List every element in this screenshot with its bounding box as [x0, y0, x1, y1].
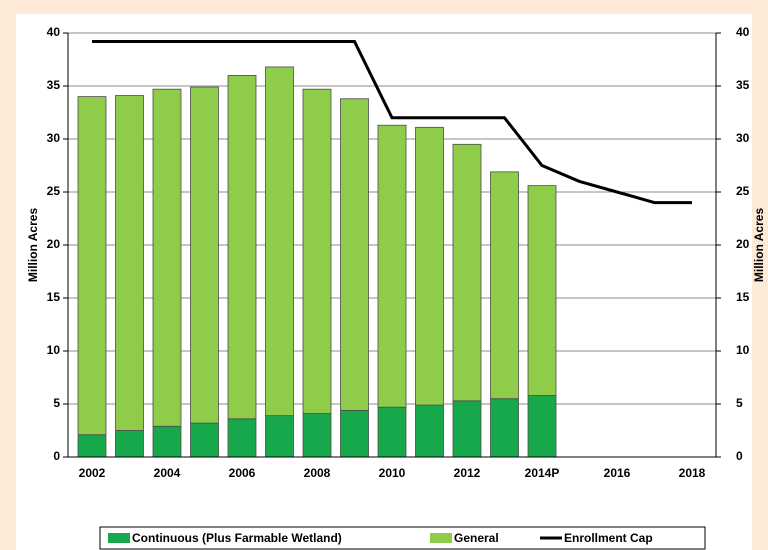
bar [527, 395, 557, 458]
y-tick-label: 10 [47, 343, 61, 357]
legend-box [99, 526, 706, 550]
bar [265, 66, 294, 417]
bar [452, 143, 482, 402]
y-tick-label: 0 [53, 449, 60, 463]
y2-tick-label: 0 [736, 449, 743, 463]
bar [227, 75, 257, 420]
y-tick-label: 25 [47, 184, 61, 198]
bar [302, 88, 332, 414]
y2-tick-label: 35 [736, 78, 750, 92]
bar [152, 425, 182, 458]
y-axis-title: Million Acres [26, 208, 40, 283]
bar [452, 400, 482, 458]
y2-tick-label: 15 [736, 290, 750, 304]
bar [490, 398, 519, 458]
bar [190, 86, 219, 424]
y2-tick-label: 5 [736, 396, 743, 410]
bar [527, 185, 557, 396]
x-tick-label: 2008 [304, 466, 331, 480]
bar [340, 98, 369, 411]
x-tick-label: 2014P [525, 466, 560, 480]
bar [265, 415, 294, 458]
y2-tick-label: 10 [736, 343, 750, 357]
bar [377, 406, 407, 458]
legend-swatch [430, 533, 452, 543]
x-tick-label: 2010 [379, 466, 406, 480]
bar [77, 96, 107, 436]
bar [415, 404, 444, 458]
y2-tick-label: 30 [736, 131, 750, 145]
y-tick-label: 20 [47, 237, 61, 251]
x-tick-label: 2004 [154, 466, 181, 480]
bar [415, 126, 444, 406]
y2-tick-label: 20 [736, 237, 750, 251]
x-tick-label: 2018 [679, 466, 706, 480]
y-tick-label: 5 [53, 396, 60, 410]
x-tick-label: 2002 [79, 466, 106, 480]
x-tick-label: 2016 [604, 466, 631, 480]
bar [490, 171, 519, 400]
bar [152, 88, 182, 427]
legend-label: General [454, 531, 499, 545]
legend-label: Enrollment Cap [564, 531, 653, 545]
bar [115, 95, 144, 431]
y-tick-label: 35 [47, 78, 61, 92]
y-tick-label: 15 [47, 290, 61, 304]
y2-axis-title: Million Acres [752, 208, 766, 283]
legend-swatch [108, 533, 130, 543]
line [92, 39, 692, 205]
bar [115, 430, 144, 458]
bar [302, 413, 332, 458]
bar [227, 418, 257, 458]
legend-label: Continuous (Plus Farmable Wetland) [132, 531, 342, 545]
x-tick-label: 2012 [454, 466, 481, 480]
x-tick-label: 2006 [229, 466, 256, 480]
y2-tick-label: 25 [736, 184, 750, 198]
bar [190, 422, 219, 458]
bar [77, 434, 107, 458]
y-tick-label: 40 [47, 25, 61, 39]
legend: Continuous (Plus Farmable Wetland) Genera… [99, 526, 706, 550]
bar [377, 124, 407, 408]
y2-tick-label: 40 [736, 25, 750, 39]
bar [340, 409, 369, 458]
y-tick-label: 30 [47, 131, 61, 145]
